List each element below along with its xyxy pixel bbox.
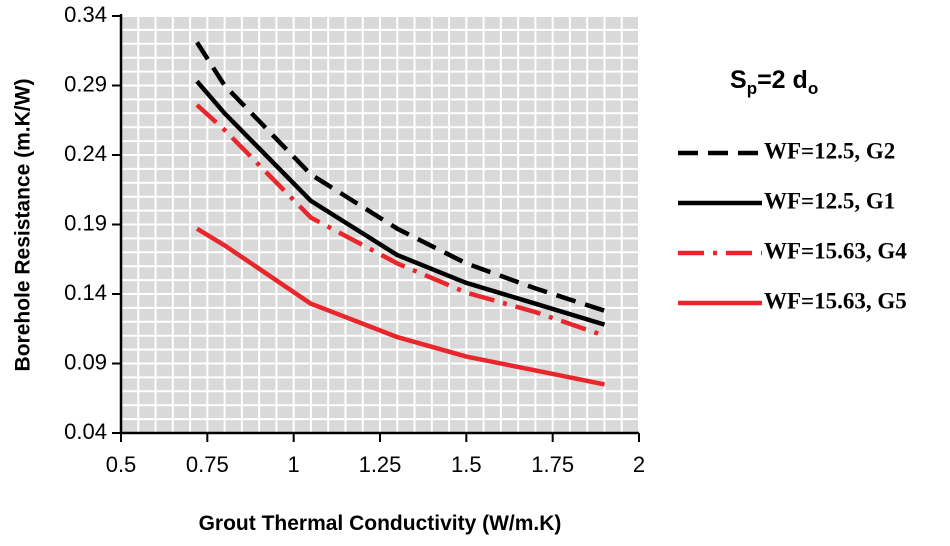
grid bbox=[120, 15, 640, 434]
x-tick-label: 1.5 bbox=[451, 452, 482, 477]
legend-label-2: WF=12.5, G1 bbox=[764, 188, 895, 213]
series-line-2 bbox=[195, 79, 606, 327]
x-axis-title: Grout Thermal Conductivity (W/m.K) bbox=[199, 512, 562, 535]
annotation-main: S bbox=[730, 66, 747, 94]
y-axis-title: Borehole Resistance (m.K/W) bbox=[12, 79, 35, 372]
x-tick-label: 1 bbox=[288, 452, 300, 477]
spacing-annotation: Sp=2 do bbox=[730, 66, 818, 98]
x-tick-label: 0.75 bbox=[186, 452, 229, 477]
y-tick-label: 0.04 bbox=[64, 419, 107, 444]
series-line-1 bbox=[195, 41, 606, 313]
y-tick-label: 0.09 bbox=[64, 349, 107, 374]
legend-label-3: WF=15.63, G4 bbox=[764, 238, 907, 263]
series-line-3 bbox=[195, 103, 606, 338]
tick-labels: 0.5 0.75 1 1.25 1.5 1.75 2 0.04 0.09 0.14 0.19 0.24… bbox=[64, 2, 645, 477]
legend: WF=12.5, G2 WF=12.5, G1 WF=15.63, G4 WF=15.… bbox=[678, 138, 907, 313]
legend-label-1: WF=12.5, G2 bbox=[764, 138, 895, 163]
x-tick-label: 1.25 bbox=[359, 452, 402, 477]
y-tick-label: 0.29 bbox=[64, 71, 107, 96]
series-line-4 bbox=[195, 226, 605, 387]
x-tick-label: 2 bbox=[633, 452, 645, 477]
annotation-sub-p: p bbox=[747, 79, 757, 98]
legend-label-4: WF=15.63, G5 bbox=[764, 288, 907, 313]
annotation-mid: =2 d bbox=[757, 66, 808, 94]
y-tick-label: 0.14 bbox=[64, 280, 107, 305]
y-tick-label: 0.34 bbox=[64, 2, 107, 27]
x-tick-label: 1.75 bbox=[531, 452, 574, 477]
y-tick-label: 0.24 bbox=[64, 141, 107, 166]
series-lines bbox=[195, 41, 606, 387]
x-tick-label: 0.5 bbox=[106, 452, 137, 477]
y-tick-label: 0.19 bbox=[64, 210, 107, 235]
annotation-sub-o: o bbox=[808, 79, 818, 98]
